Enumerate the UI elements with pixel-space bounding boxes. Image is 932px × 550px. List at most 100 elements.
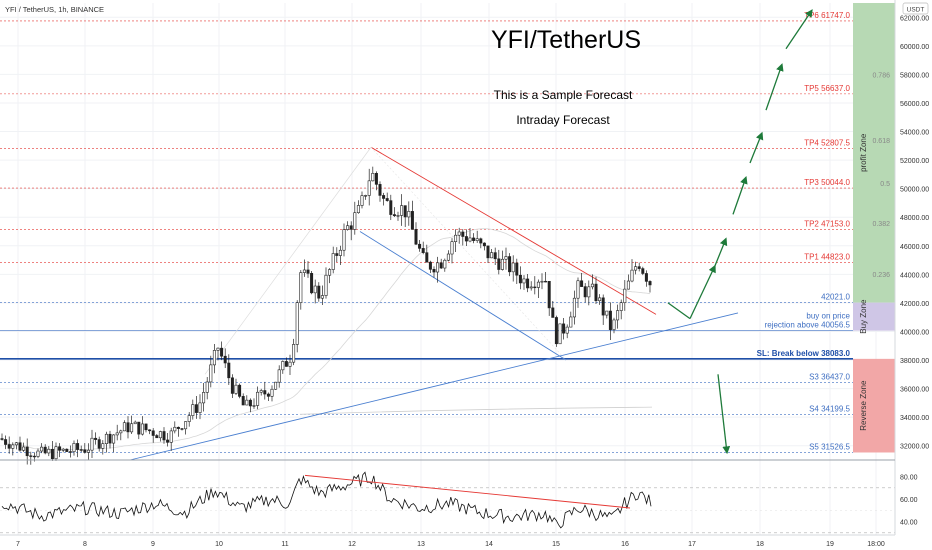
time-tick-label: 14 — [485, 541, 493, 548]
candle — [104, 433, 108, 444]
candle — [648, 281, 652, 286]
candle — [248, 399, 252, 407]
candle — [619, 302, 623, 311]
time-tick-label: 18:00 — [867, 541, 885, 548]
time-tick-label: 11 — [281, 541, 288, 548]
candle — [216, 347, 220, 351]
candle — [464, 236, 468, 242]
candle — [263, 390, 267, 395]
level-label: TP5 56637.0 — [804, 84, 850, 93]
candle — [407, 211, 411, 218]
candle — [40, 446, 44, 452]
price-tick-label: 50000.00 — [900, 187, 929, 194]
candle — [511, 262, 515, 273]
fib-label: 0.786 — [872, 72, 890, 79]
price-tick-label: 46000.00 — [900, 244, 929, 251]
candle — [508, 256, 512, 273]
candle — [140, 423, 144, 435]
candle — [454, 234, 458, 242]
candle — [590, 283, 594, 288]
time-tick-label: 10 — [215, 541, 223, 548]
time-tick-label: 19 — [826, 541, 834, 548]
rsi-tick-label: 80.00 — [900, 475, 918, 482]
time-tick-label: 13 — [417, 541, 425, 548]
candle — [461, 231, 465, 237]
candle — [76, 443, 80, 450]
candle — [313, 285, 317, 294]
candle — [259, 390, 263, 393]
level-label: S5 31526.5 — [809, 442, 850, 451]
candle — [234, 384, 238, 394]
candle — [403, 205, 407, 218]
candle — [130, 423, 134, 433]
zone-label: Reverse Zone — [859, 380, 868, 431]
candle — [61, 448, 65, 451]
candles — [0, 166, 652, 465]
price-tick-label: 38000.00 — [900, 358, 929, 365]
trend-lines — [1, 146, 739, 461]
candle — [122, 422, 126, 432]
rsi-tick-label: 60.00 — [900, 497, 918, 504]
candle — [576, 280, 580, 299]
candle — [173, 426, 177, 432]
candle — [158, 431, 162, 439]
candle — [598, 297, 602, 302]
forecast-arrow-1 — [689, 264, 716, 319]
candle — [436, 262, 440, 273]
forecast-arrow-down — [717, 374, 731, 455]
forecast-arrow-6 — [785, 9, 813, 50]
fib-label: 0.382 — [872, 221, 890, 228]
candle — [317, 285, 321, 299]
candle — [328, 269, 332, 276]
candle — [252, 405, 256, 407]
rsi-divergence-line — [304, 474, 631, 509]
candle — [518, 274, 522, 284]
candle — [580, 280, 584, 287]
candle — [547, 280, 551, 309]
candle — [270, 388, 274, 397]
candle — [630, 269, 634, 282]
candle — [594, 283, 598, 302]
price-tick-label: 56000.00 — [900, 101, 929, 108]
time-tick-label: 8 — [83, 541, 87, 548]
candle — [148, 429, 152, 432]
candle — [446, 253, 450, 261]
candle — [421, 248, 425, 253]
candle — [605, 310, 609, 316]
fib-base-line — [204, 147, 372, 375]
candle — [616, 310, 620, 321]
moving-average — [1, 228, 651, 451]
candle — [529, 286, 533, 289]
candle — [558, 323, 562, 345]
candle — [202, 392, 206, 404]
candle — [7, 444, 11, 449]
candle — [515, 262, 519, 276]
zone-label: profit Zone — [859, 133, 868, 172]
candle — [292, 344, 296, 363]
candle — [367, 180, 371, 196]
candle — [479, 238, 483, 244]
candle — [335, 253, 339, 256]
time-tick-label: 9 — [151, 541, 155, 548]
candle — [637, 266, 641, 269]
candle — [137, 421, 141, 435]
candle — [360, 195, 364, 206]
price-tick-label: 44000.00 — [900, 272, 929, 279]
level-label: TP2 47153.0 — [804, 219, 850, 228]
currency-badge[interactable] — [902, 2, 929, 15]
candle — [212, 350, 216, 366]
channel-lower-line — [359, 231, 567, 361]
level-label: S3 36437.0 — [809, 372, 850, 381]
candle — [410, 211, 414, 230]
symbol-line: YFI / TetherUS, 1h, BINANCE — [5, 5, 104, 14]
candle — [180, 428, 184, 430]
candle — [551, 307, 555, 318]
forecast-arrow-2 — [714, 237, 728, 267]
candle — [126, 422, 130, 433]
candle — [349, 225, 353, 230]
candle — [112, 434, 116, 444]
candle — [133, 421, 137, 425]
axis-bg — [896, 0, 932, 550]
candle — [86, 449, 90, 453]
